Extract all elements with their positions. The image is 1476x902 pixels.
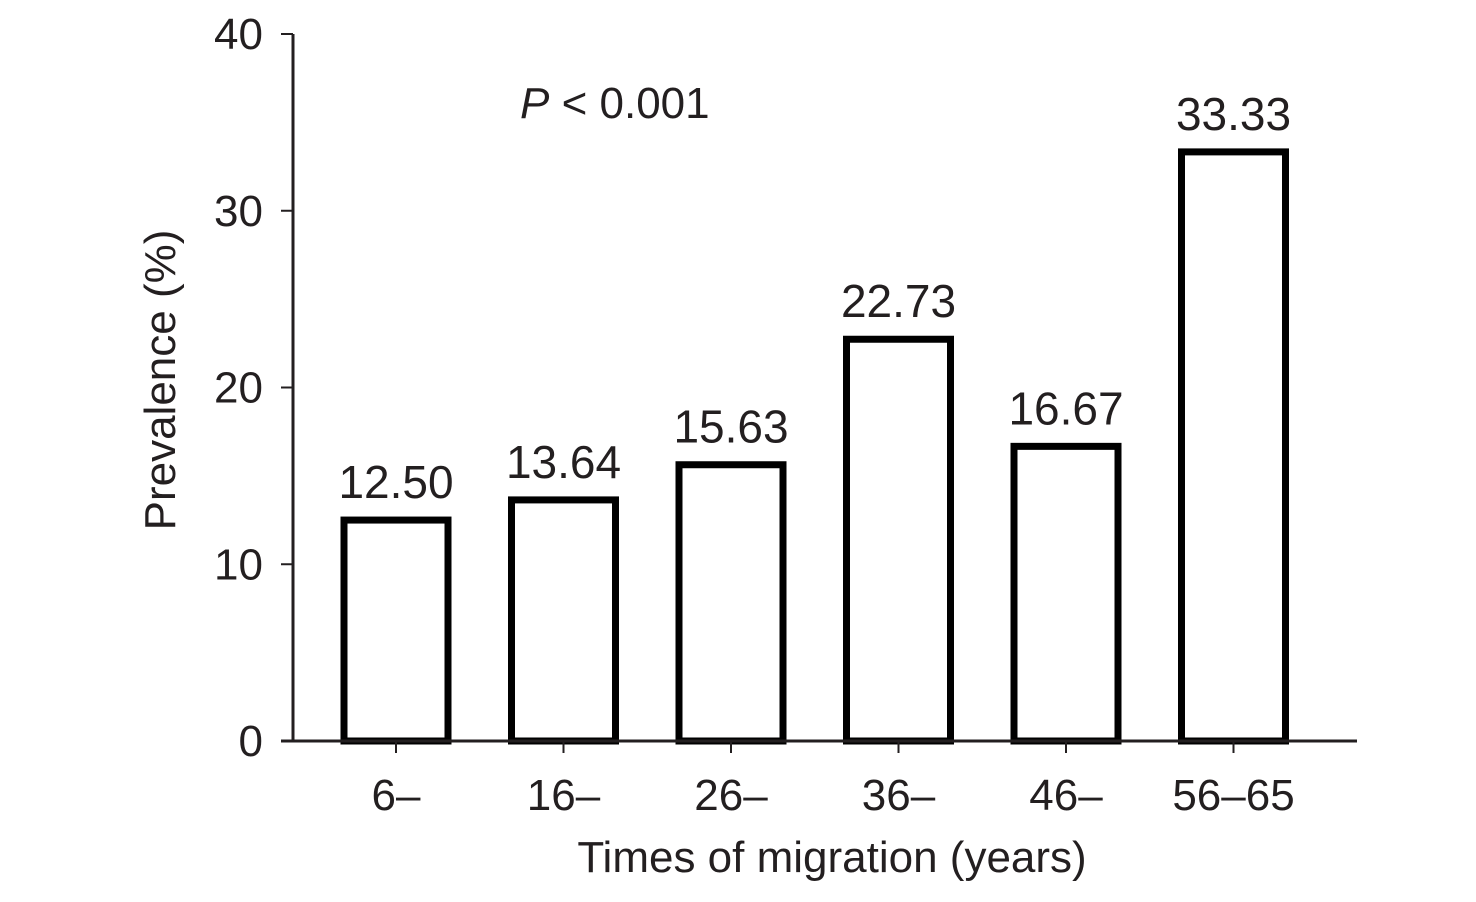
data-label: 13.64 [506, 436, 621, 488]
bar [675, 461, 787, 745]
y-tick-label: 0 [239, 717, 263, 766]
data-label: 33.33 [1176, 88, 1291, 140]
bar [1178, 148, 1289, 745]
x-tick-label: 26– [694, 771, 768, 820]
x-tick-label: 6– [372, 771, 421, 820]
x-tick-label: 56–65 [1172, 771, 1294, 820]
x-tick-label: 36– [862, 771, 936, 820]
bar [508, 496, 619, 745]
p-value-annotation: P < 0.001 [520, 79, 710, 128]
y-tick-label: 30 [214, 187, 263, 236]
y-axis-title: Prevalence (%) [136, 230, 185, 531]
x-tick-label: 46– [1029, 771, 1103, 820]
data-labels-layer: 12.50 13.64 15.63 22.73 16.67 33.33 [338, 88, 1291, 508]
y-tick-label: 20 [214, 364, 263, 413]
bar [1010, 442, 1122, 745]
bar [843, 335, 954, 745]
x-tick-label: 16– [527, 771, 601, 820]
data-label: 16.67 [1008, 382, 1123, 434]
data-label: 12.50 [338, 456, 453, 508]
bars-layer [340, 148, 1289, 745]
y-tick-label: 40 [214, 10, 263, 59]
x-ticks-layer: 6– 16– 26– 36– 46– 56–65 [372, 741, 1295, 820]
p-symbol: P [520, 79, 550, 128]
data-label: 22.73 [841, 275, 956, 327]
x-axis-title: Times of migration (years) [577, 833, 1086, 882]
y-ticks-layer: 0 10 20 30 40 [214, 10, 293, 766]
bar [340, 516, 452, 745]
y-tick-label: 10 [214, 540, 263, 589]
p-value-text: < 0.001 [549, 79, 709, 128]
data-label: 15.63 [673, 401, 788, 453]
